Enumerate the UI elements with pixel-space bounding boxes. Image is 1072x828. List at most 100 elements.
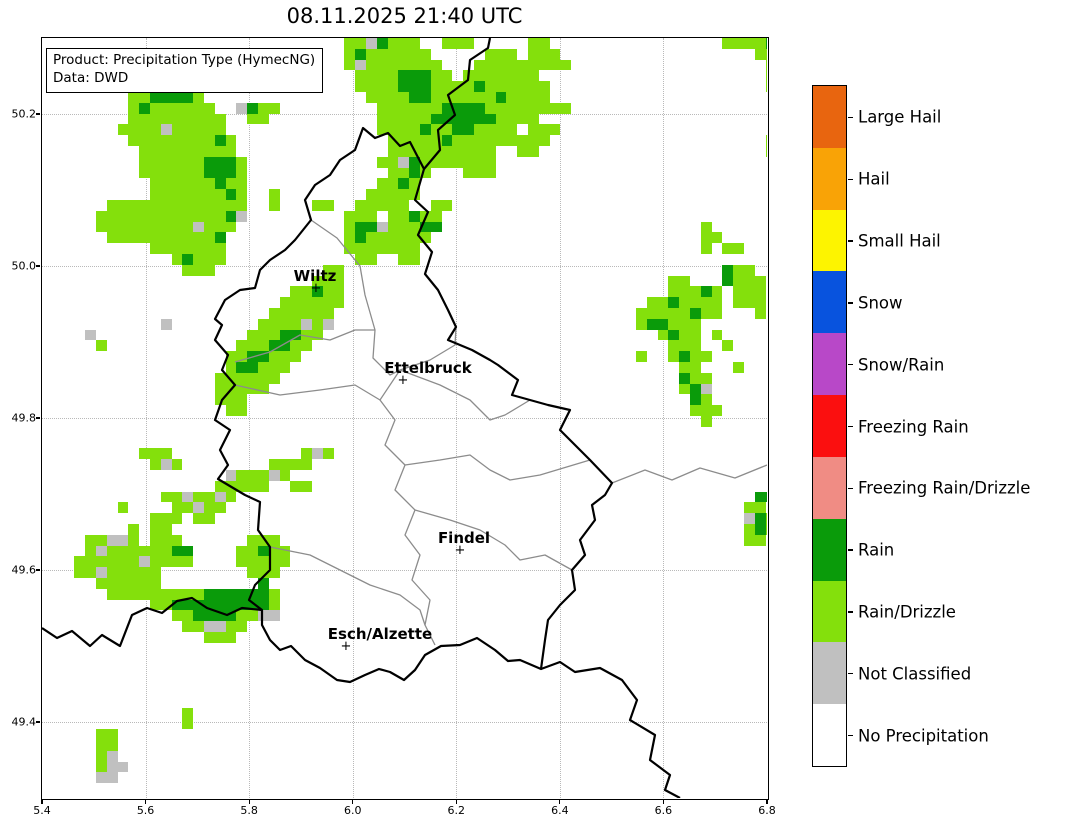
belgium-germany-border	[423, 38, 492, 170]
precip-cell-rain-drizzle	[366, 189, 420, 200]
precip-cell-rain-drizzle	[376, 124, 518, 136]
precip-cell-rain-drizzle	[398, 254, 420, 265]
precip-cell-rain-drizzle	[225, 405, 248, 416]
y-tick-mark	[36, 721, 40, 723]
precip-cell-rain-drizzle	[517, 146, 539, 157]
precip-cell-rain-drizzle	[679, 362, 701, 373]
precip-cell-rain	[441, 102, 485, 114]
precip-cell-rain-drizzle	[139, 448, 172, 460]
precip-cell-rain-drizzle	[279, 297, 345, 308]
precip-cell-not-classified	[96, 545, 107, 557]
precip-cell-rain	[722, 275, 734, 287]
precip-cell-rain-drizzle	[182, 707, 194, 719]
precip-cell-rain-drizzle	[214, 383, 269, 395]
precip-cell-rain	[225, 210, 237, 222]
precip-cell-rain	[204, 588, 269, 600]
precip-cell-rain	[668, 297, 680, 308]
precip-cell-not-classified	[204, 621, 226, 632]
precip-cell-rain-drizzle	[376, 156, 496, 168]
precip-cell-rain	[171, 545, 194, 557]
city-marker: +	[340, 638, 352, 654]
precip-cell-rain-drizzle	[106, 232, 226, 244]
precip-cell-rain	[225, 189, 237, 200]
precip-cell-not-classified	[193, 221, 204, 233]
precip-cell-rain-drizzle	[765, 70, 767, 82]
precip-cell-rain-drizzle	[290, 480, 312, 492]
legend-item-label: Snow/Rain	[858, 355, 945, 375]
precip-cell-rain-drizzle	[150, 513, 183, 524]
precip-cell-rain	[193, 610, 237, 622]
precip-cell-rain-drizzle	[182, 718, 194, 730]
legend-tick-mark	[848, 734, 853, 737]
x-tick-label: 5.4	[33, 804, 51, 817]
precip-cell-not-classified	[398, 156, 410, 168]
precip-cell-rain-drizzle	[679, 372, 712, 384]
precip-cell-rain	[236, 362, 258, 373]
legend-item-label: Large Hail	[858, 107, 942, 127]
precip-cell-rain	[182, 254, 194, 265]
precip-cell-rain	[247, 102, 258, 114]
precip-cell-not-classified	[236, 210, 248, 222]
precip-cell-rain-drizzle	[96, 221, 237, 233]
precip-cell-rain-drizzle	[441, 38, 474, 49]
precip-cell-not-classified	[160, 318, 172, 330]
legend-tick-mark	[848, 487, 853, 489]
precip-cell-rain	[279, 329, 302, 341]
y-tick-mark	[36, 265, 40, 267]
precip-cell-rain-drizzle	[225, 470, 248, 481]
precip-cell-rain-drizzle	[722, 340, 734, 352]
precip-cell-rain-drizzle	[765, 135, 767, 146]
legend-tick-mark	[848, 363, 853, 366]
precip-cell-rain-drizzle	[268, 200, 280, 211]
precip-cell-rain	[312, 286, 323, 298]
precip-cell-rain-drizzle	[733, 297, 766, 308]
legend-item-label: Small Hail	[858, 231, 941, 251]
precip-cell-rain-drizzle	[474, 59, 572, 71]
precip-cell-not-classified	[322, 318, 334, 330]
precip-cell-rain-drizzle	[312, 275, 345, 287]
precip-cell-rain	[474, 81, 485, 92]
belgium-france-border	[42, 596, 263, 648]
precip-cell-rain-drizzle	[754, 308, 766, 319]
precip-cell-rain-drizzle	[96, 210, 248, 222]
precip-cell-rain	[214, 178, 226, 190]
precip-cell-rain	[409, 156, 420, 168]
x-tick-mark	[455, 800, 457, 804]
precip-cell-rain	[214, 135, 226, 146]
precip-cell-rain-drizzle	[204, 632, 237, 643]
precip-cell-rain-drizzle	[268, 189, 280, 200]
precip-cell-rain-drizzle	[700, 221, 712, 233]
precip-cell-rain-drizzle	[765, 59, 767, 71]
precip-cell-rain	[409, 167, 420, 179]
precip-cell-rain	[722, 264, 734, 276]
y-tick-mark	[36, 569, 40, 571]
city-label: Findel	[437, 529, 491, 547]
precip-cell-rain-drizzle	[355, 254, 377, 265]
precip-cell-not-classified	[106, 534, 129, 546]
precip-cell-rain-drizzle	[355, 200, 410, 211]
precip-cell-rain-drizzle	[214, 372, 280, 384]
precip-cell-not-classified	[96, 567, 107, 578]
precip-cell-rain	[452, 124, 474, 136]
legend-item-label: Rain	[858, 540, 895, 560]
precip-cell-rain-drizzle	[85, 545, 194, 557]
precip-cell-not-classified	[106, 761, 129, 773]
precip-cell-rain-drizzle	[160, 491, 237, 503]
y-tick-label: 50.2	[11, 107, 37, 121]
precip-cell-rain-drizzle	[722, 264, 755, 276]
precip-cell-rain-drizzle	[711, 329, 723, 341]
precip-cell-rain	[204, 156, 237, 168]
precip-cell-rain	[214, 232, 226, 244]
precip-cell-rain	[754, 491, 767, 503]
precip-cell-rain-drizzle	[139, 167, 248, 179]
precip-cell-rain-drizzle	[700, 232, 723, 244]
legend-item-label: Freezing Rain	[858, 417, 969, 436]
precip-cell-rain-drizzle	[398, 221, 442, 233]
gridline-horizontal	[42, 722, 767, 723]
precip-cell-rain-drizzle	[96, 761, 107, 773]
legend-swatch	[813, 580, 846, 643]
legend-swatch	[813, 642, 846, 705]
x-tick-label: 6.6	[654, 804, 673, 817]
precip-cell-rain	[700, 286, 712, 298]
precip-cell-not-classified	[355, 59, 366, 71]
